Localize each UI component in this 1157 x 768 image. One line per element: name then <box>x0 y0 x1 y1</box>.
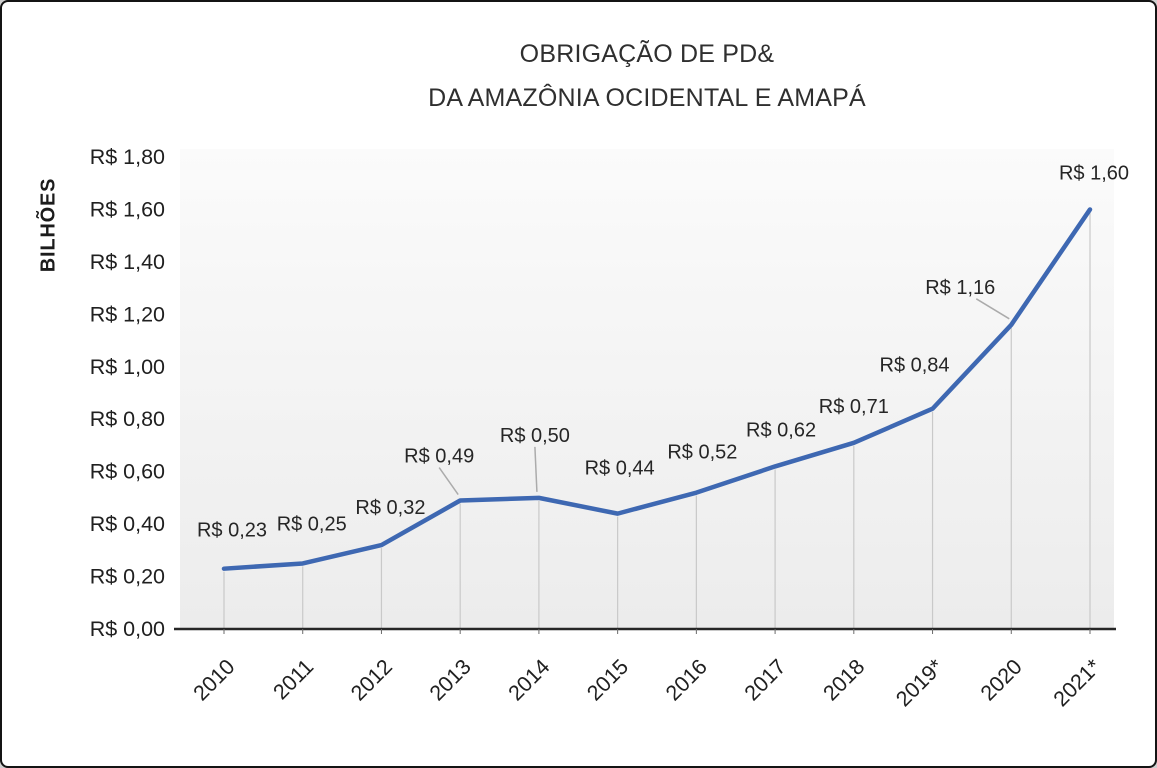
label-leader-line <box>975 298 1010 320</box>
label-leader-line <box>534 446 538 492</box>
x-axis-tick-label: 2018 <box>819 655 870 706</box>
y-axis-tick-label: R$ 1,40 <box>90 250 165 274</box>
y-axis-tick-label: R$ 1,00 <box>90 355 165 379</box>
x-axis-tick-label: 2012 <box>346 655 397 706</box>
label-leader-line <box>438 467 459 495</box>
y-axis-tick-label: R$ 0,80 <box>90 407 165 431</box>
y-axis-tick-label: R$ 1,20 <box>90 302 165 326</box>
chart-title-line2: DA AMAZÔNIA OCIDENTAL E AMAPÁ <box>428 84 866 112</box>
x-axis-tick-label: 2013 <box>425 655 476 706</box>
data-point-label: R$ 1,16 <box>925 277 995 299</box>
data-point-label: R$ 0,25 <box>277 513 347 535</box>
y-axis-tick-label: R$ 0,40 <box>90 512 165 536</box>
data-point-label: R$ 0,84 <box>880 355 950 377</box>
data-point-label: R$ 0,23 <box>197 520 267 542</box>
y-axis-tick-label: R$ 0,20 <box>90 565 165 589</box>
x-axis-tick-label: 2016 <box>661 655 712 706</box>
plot-area <box>180 149 1114 629</box>
data-point-label: R$ 0,71 <box>819 396 889 418</box>
y-axis-tick-label: R$ 0,00 <box>90 617 165 641</box>
data-point-label: R$ 0,52 <box>667 442 737 464</box>
chart-title-line1: OBRIGAÇÃO DE PD& <box>519 40 775 68</box>
y-axis-tick-label: R$ 0,60 <box>90 460 165 484</box>
data-point-label: R$ 0,50 <box>500 425 570 447</box>
x-axis-tick-label: 2014 <box>504 655 555 706</box>
data-point-label: R$ 0,44 <box>585 458 655 480</box>
data-point-label: R$ 0,32 <box>355 497 425 519</box>
data-point-label: R$ 1,60 <box>1059 162 1129 184</box>
x-axis-tick-label: 2021* <box>1049 654 1106 711</box>
y-axis-title: BILHÕES <box>37 177 60 273</box>
x-axis-tick-label: 2017 <box>740 655 791 706</box>
y-axis-tick-label: R$ 1,80 <box>90 145 165 169</box>
data-point-label: R$ 0,49 <box>404 446 474 468</box>
chart-title: OBRIGAÇÃO DE PD& DA AMAZÔNIA OCIDENTAL E… <box>180 32 1114 120</box>
x-axis-tick-label: 2015 <box>582 655 633 706</box>
x-axis-tick-label: 2019* <box>891 654 948 711</box>
y-axis-tick-label: R$ 1,60 <box>90 197 165 221</box>
x-axis-tick-label: 2010 <box>189 655 240 706</box>
x-axis-tick-label: 2020 <box>976 655 1027 706</box>
data-series-line <box>221 207 1093 571</box>
x-axis-tick-label: 2011 <box>269 655 319 705</box>
data-point-label: R$ 0,62 <box>746 419 816 441</box>
